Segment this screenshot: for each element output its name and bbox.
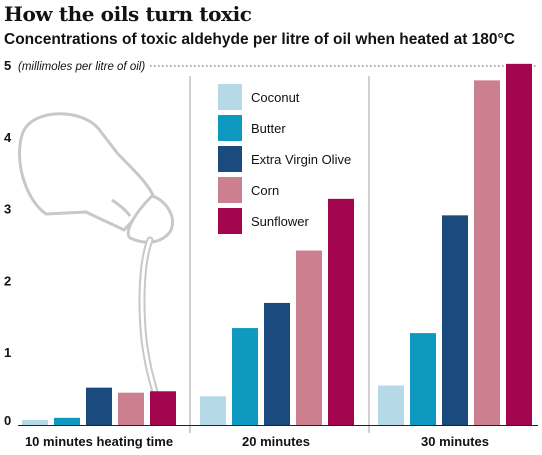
legend-swatch-extra-virgin-olive (218, 146, 242, 172)
legend-label: Sunflower (251, 214, 309, 229)
y-tick-label: 5 (4, 58, 11, 73)
legend-label: Corn (251, 183, 279, 198)
bar-corn-2 (474, 80, 500, 426)
bar-butter-2 (410, 333, 436, 425)
bar-corn-1 (296, 250, 322, 425)
bar-sunflower-0 (150, 391, 176, 425)
bar-butter-0 (54, 417, 80, 425)
bar-extra-virgin-olive-1 (264, 302, 290, 425)
bar-coconut-2 (378, 385, 404, 425)
bar-butter-1 (232, 328, 258, 425)
bar-sunflower-2 (506, 63, 532, 425)
legend-swatch-butter (218, 115, 242, 141)
bar-coconut-1 (200, 396, 226, 425)
bar-extra-virgin-olive-2 (442, 215, 468, 425)
legend-swatch-sunflower (218, 208, 242, 234)
legend-label: Coconut (251, 90, 300, 105)
legend-swatch-corn (218, 177, 242, 203)
y-axis-unit-label: (millimoles per litre of oil) (18, 61, 145, 73)
bar-corn-0 (118, 392, 144, 425)
legend-label: Extra Virgin Olive (251, 152, 351, 167)
y-tick-label: 1 (4, 345, 11, 360)
y-tick-label: 3 (4, 202, 11, 217)
chart-subtitle: Concentrations of toxic aldehyde per lit… (4, 31, 515, 48)
legend-label: Butter (251, 121, 286, 136)
x-category-label: 30 minutes (421, 434, 489, 449)
bar-coconut-0 (22, 419, 48, 425)
x-category-label: 10 minutes heating time (25, 434, 173, 449)
bar-sunflower-1 (328, 198, 354, 425)
legend-swatch-coconut (218, 84, 242, 110)
x-category-label: 20 minutes (242, 434, 310, 449)
y-tick-label: 4 (4, 130, 12, 145)
bar-extra-virgin-olive-0 (86, 387, 112, 425)
y-tick-label: 2 (4, 273, 11, 288)
y-tick-label: 0 (4, 413, 11, 428)
chart-title: How the oils turn toxic (4, 2, 252, 26)
oil-bottle-pouring-icon (18, 112, 175, 400)
